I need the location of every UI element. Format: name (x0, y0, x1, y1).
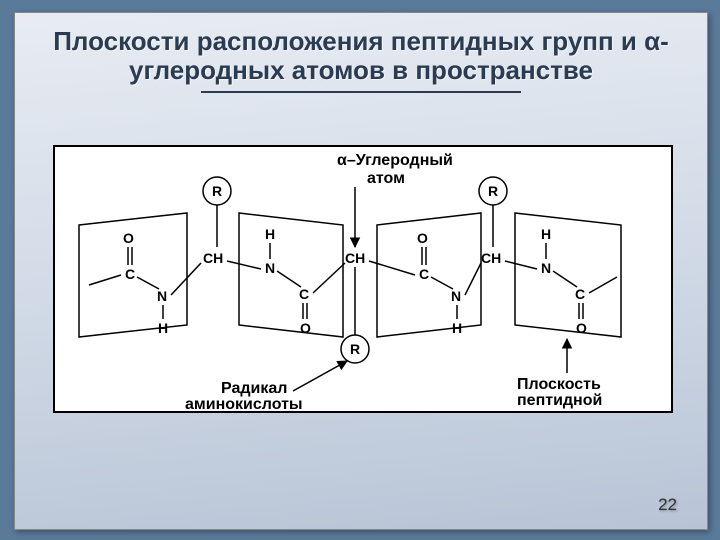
peptide-plane-label-2: пептидной (517, 392, 602, 409)
svg-text:O: O (123, 230, 134, 246)
svg-text:H: H (541, 226, 551, 242)
slide-title: Плоскости расположения пептидных групп и… (15, 13, 707, 91)
alpha-carbon-label: α–Углеродный (337, 152, 453, 169)
svg-text:R: R (350, 341, 360, 357)
peptide-plane-4: H N C O (505, 213, 621, 337)
alpha-carbon-label-2: атом (367, 170, 405, 187)
svg-text:O: O (576, 320, 587, 336)
ch-3: CH (481, 250, 501, 266)
chemical-diagram: α–Углеродный атом R R O C (53, 145, 673, 413)
title-underline (201, 91, 521, 93)
svg-text:C: C (299, 286, 309, 302)
ch-1: CH (203, 250, 223, 266)
peptide-plane-3: O C N H (369, 213, 481, 337)
slide: Плоскости расположения пептидных групп и… (14, 12, 708, 530)
svg-text:H: H (452, 320, 462, 336)
peptide-plane-label-3: группы (535, 408, 593, 411)
svg-text:R: R (212, 183, 222, 199)
svg-text:C: C (419, 266, 429, 282)
peptide-plane-1: O C N H (79, 213, 201, 337)
svg-text:N: N (157, 288, 167, 304)
radical-label-2: аминокислоты (185, 396, 303, 411)
svg-text:H: H (158, 320, 168, 336)
svg-text:R: R (488, 183, 498, 199)
svg-text:C: C (125, 266, 135, 282)
svg-text:C: C (575, 286, 585, 302)
peptide-plane-2: H N C O (227, 213, 345, 337)
page-number: 22 (658, 495, 677, 515)
peptide-plane-label: Плоскость (517, 376, 601, 393)
svg-text:N: N (541, 260, 551, 276)
radical-label: Радикал (221, 380, 287, 397)
svg-text:N: N (451, 288, 461, 304)
svg-text:H: H (265, 226, 275, 242)
ch-2: CH (345, 250, 365, 266)
svg-text:N: N (265, 260, 275, 276)
diagram-svg: α–Углеродный атом R R O C (55, 147, 671, 411)
svg-text:O: O (300, 320, 311, 336)
svg-text:O: O (417, 230, 428, 246)
